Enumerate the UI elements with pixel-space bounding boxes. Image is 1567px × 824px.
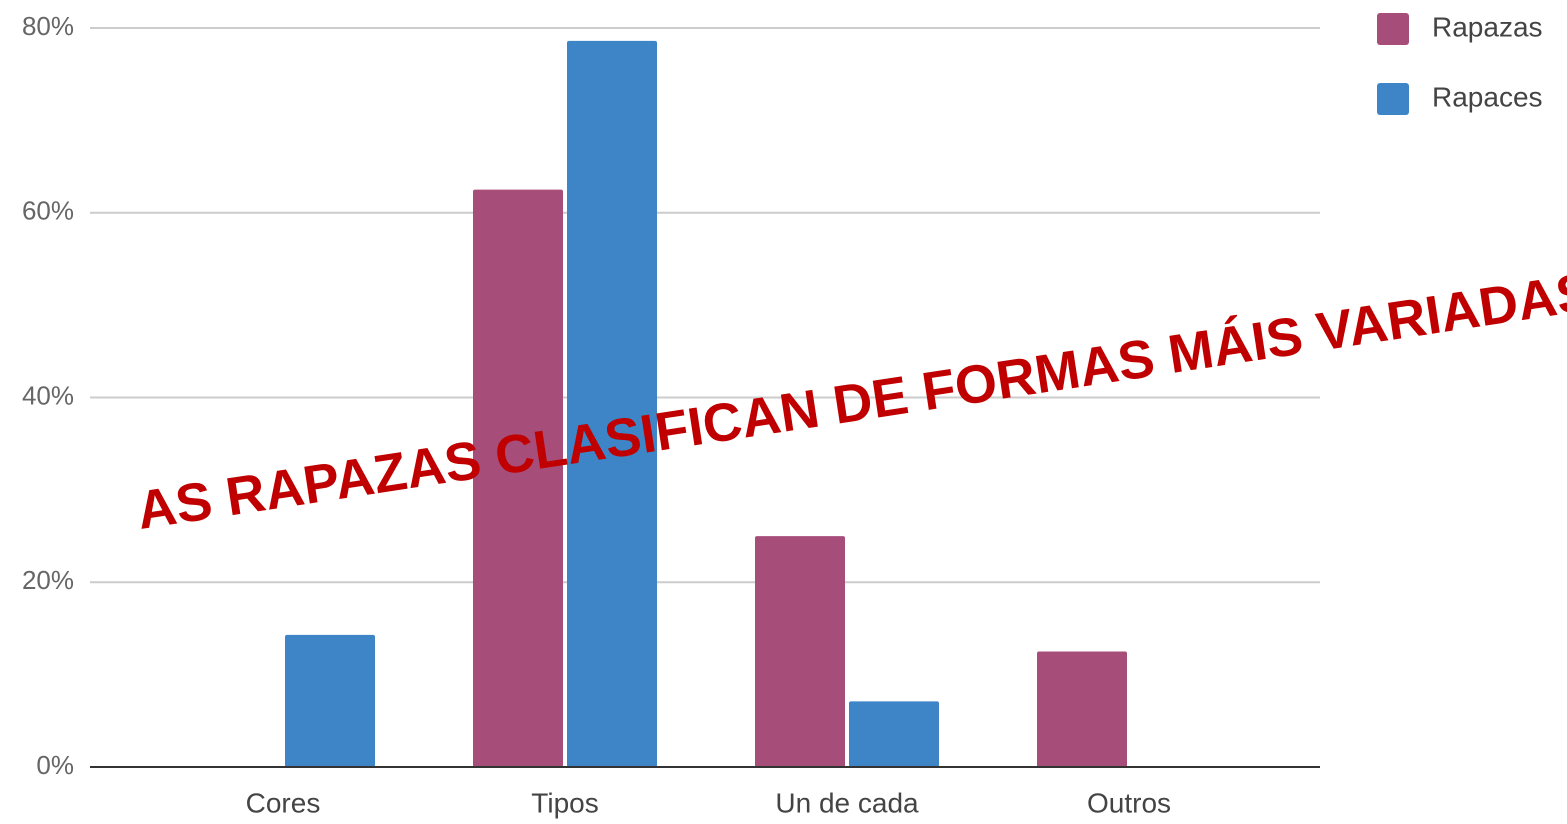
bar: [849, 701, 939, 767]
annotation: AS RAPAZAS CLASIFICAN DE FORMAS MÁIS VAR…: [133, 262, 1567, 541]
y-tick-label: 0%: [36, 750, 74, 780]
y-tick-label: 80%: [22, 11, 74, 41]
legend-swatch: [1377, 13, 1409, 45]
y-tick-label: 40%: [22, 380, 74, 410]
bar: [473, 189, 563, 767]
legend-label: Rapaces: [1432, 81, 1543, 112]
bar: [1037, 651, 1127, 767]
bar: [567, 40, 657, 768]
bar: [755, 536, 845, 767]
y-tick-label: 20%: [22, 565, 74, 595]
x-tick-label: Tipos: [531, 787, 598, 818]
legend-label: Rapazas: [1432, 11, 1543, 42]
x-tick-label: Outros: [1087, 787, 1171, 818]
x-tick-label: Un de cada: [775, 787, 919, 818]
y-tick-label: 60%: [22, 196, 74, 226]
x-tick-label: Cores: [246, 787, 321, 818]
legend-swatch: [1377, 83, 1409, 115]
bar: [285, 634, 375, 767]
